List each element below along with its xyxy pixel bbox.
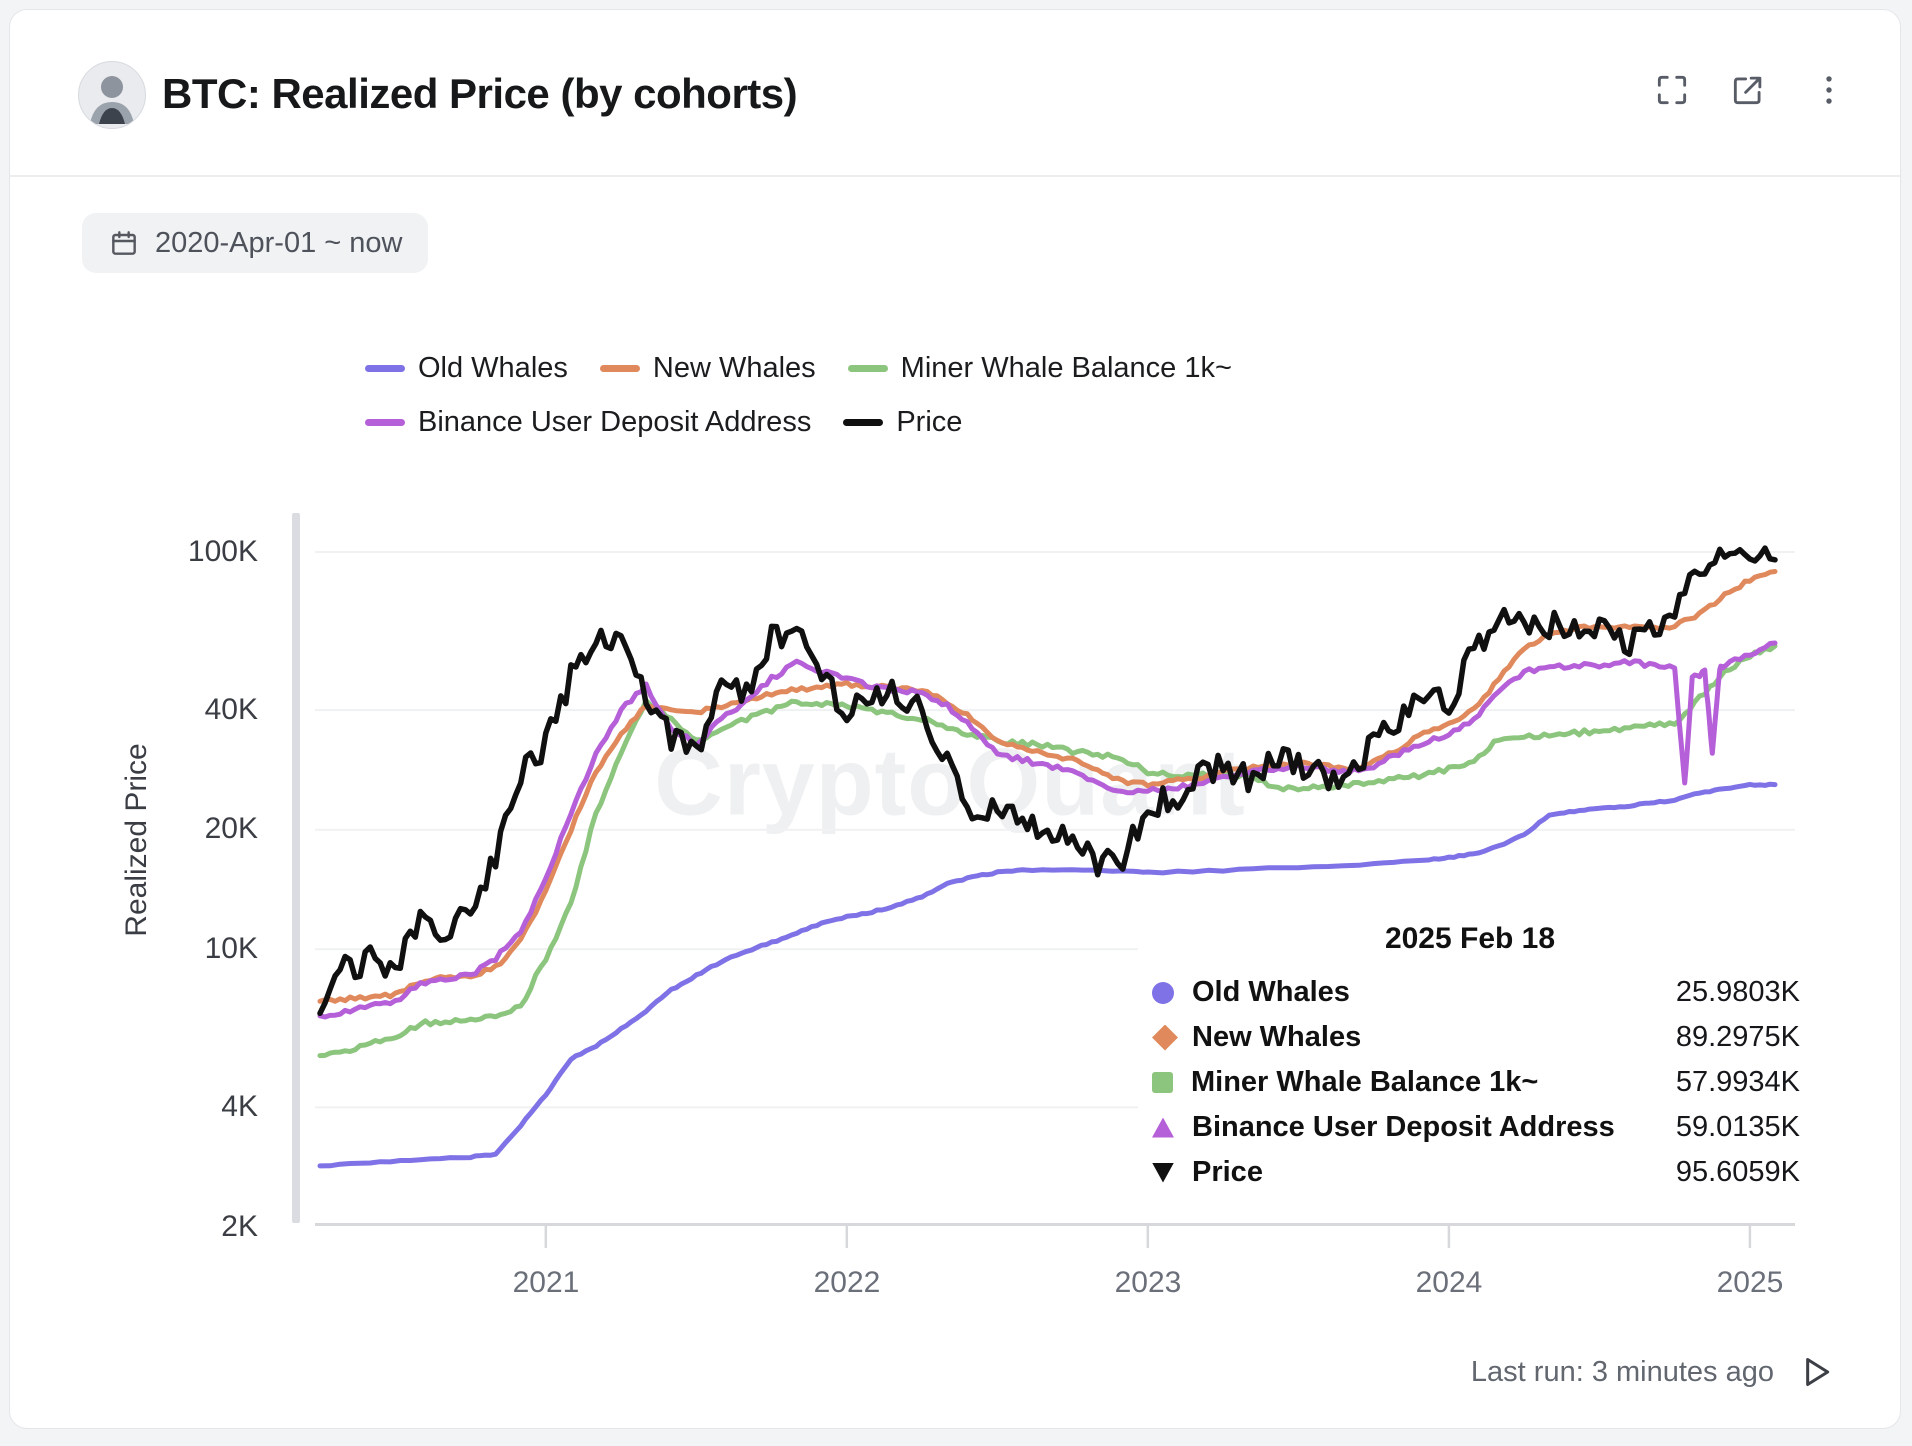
x-tick-2024: 2024 bbox=[1415, 1266, 1483, 1299]
legend-label-price: Price bbox=[896, 406, 963, 438]
last-run-label: Last run: 3 minutes ago bbox=[1470, 1355, 1774, 1388]
y-tick-10k: 10K bbox=[204, 932, 258, 965]
more-menu-icon[interactable] bbox=[1808, 70, 1850, 112]
author-avatar[interactable] bbox=[78, 61, 146, 129]
footer: Last run: 3 minutes ago bbox=[1471, 1352, 1836, 1392]
legend-label-binance-user-deposit: Binance User Deposit Address bbox=[418, 406, 812, 438]
y-tick-40k: 40K bbox=[204, 693, 258, 726]
tooltip-row-price: Price 95.6059K bbox=[1138, 1150, 1802, 1195]
diamond-marker-icon bbox=[1152, 1024, 1178, 1051]
y-tick-20k: 20K bbox=[204, 812, 258, 845]
tooltip-row-old-whales: Old Whales 25.9803K bbox=[1138, 970, 1802, 1015]
tooltip-row-new-whales: New Whales 89.2975K bbox=[1138, 1015, 1802, 1060]
tooltip-row-binance-user-deposit: Binance User Deposit Address 59.0135K bbox=[1138, 1105, 1802, 1150]
series-line-price bbox=[317, 545, 1778, 1017]
tooltip-value: 25.9803K bbox=[1675, 976, 1800, 1008]
legend-item-new-whales[interactable]: New Whales bbox=[599, 352, 816, 385]
calendar-icon bbox=[112, 231, 136, 255]
tooltip-label: New Whales bbox=[1192, 1021, 1362, 1053]
chart-legend-row-1: Old Whales New Whales Miner Whale Balanc… bbox=[365, 352, 1232, 385]
legend-label-new-whales: New Whales bbox=[652, 352, 816, 384]
legend-item-price[interactable]: Price bbox=[843, 406, 962, 439]
tooltip-date: 2025 Feb 18 bbox=[1384, 922, 1556, 955]
tooltip-row-miner-whale-balance: Miner Whale Balance 1k~ 57.9934K bbox=[1138, 1060, 1802, 1105]
page-title: BTC: Realized Price (by cohorts) bbox=[162, 70, 798, 117]
legend-swatch-binance-user-deposit bbox=[365, 419, 405, 426]
run-play-icon[interactable] bbox=[1796, 1352, 1836, 1392]
open-external-icon[interactable] bbox=[1727, 70, 1769, 112]
legend-swatch-price bbox=[843, 419, 884, 426]
tooltip-label: Binance User Deposit Address bbox=[1192, 1111, 1615, 1143]
chart-legend-row-2: Binance User Deposit Address Price bbox=[365, 406, 962, 439]
tooltip-label: Miner Whale Balance 1k~ bbox=[1191, 1066, 1539, 1098]
triangle-down-marker-icon bbox=[1152, 1162, 1174, 1183]
y-axis-bar bbox=[292, 513, 300, 1223]
circle-marker-icon bbox=[1152, 981, 1174, 1004]
y-tick-100k: 100K bbox=[187, 535, 258, 568]
tooltip-value: 95.6059K bbox=[1675, 1156, 1800, 1188]
tooltip-value: 57.9934K bbox=[1675, 1066, 1800, 1098]
x-tick-2021: 2021 bbox=[512, 1266, 580, 1299]
series-line-new-whales bbox=[317, 569, 1778, 1004]
x-tick-2025: 2025 bbox=[1716, 1266, 1784, 1299]
x-tick-2023: 2023 bbox=[1114, 1266, 1182, 1299]
date-range-chip[interactable]: 2020-Apr-01 ~ now bbox=[82, 213, 429, 273]
header-divider bbox=[10, 175, 1902, 177]
legend-label-old-whales: Old Whales bbox=[418, 352, 568, 384]
person-silhouette-icon bbox=[79, 62, 145, 128]
triangle-up-marker-icon bbox=[1152, 1117, 1174, 1138]
fullscreen-icon[interactable] bbox=[1651, 70, 1693, 112]
date-range-label: 2020-Apr-01 ~ now bbox=[155, 226, 403, 259]
legend-label-miner-whale-balance: Miner Whale Balance 1k~ bbox=[900, 352, 1232, 384]
legend-item-miner-whale-balance[interactable]: Miner Whale Balance 1k~ bbox=[847, 352, 1232, 385]
chart-tooltip: 2025 Feb 18 Old Whales 25.9803K New Whal… bbox=[1138, 916, 1802, 1201]
series-line-binance-user-deposit bbox=[317, 640, 1778, 1020]
legend-item-old-whales[interactable]: Old Whales bbox=[365, 352, 568, 385]
legend-swatch-miner-whale-balance bbox=[847, 365, 888, 372]
tooltip-label: Old Whales bbox=[1192, 976, 1350, 1008]
tooltip-value: 59.0135K bbox=[1675, 1111, 1800, 1143]
y-tick-2k: 2K bbox=[221, 1210, 258, 1243]
series-line-miner-whale-balance bbox=[317, 643, 1778, 1059]
legend-item-binance-user-deposit[interactable]: Binance User Deposit Address bbox=[365, 406, 811, 439]
legend-swatch-new-whales bbox=[599, 365, 640, 372]
square-marker-icon bbox=[1152, 1072, 1173, 1093]
tooltip-label: Price bbox=[1192, 1156, 1263, 1188]
y-tick-4k: 4K bbox=[221, 1090, 258, 1123]
legend-swatch-old-whales bbox=[365, 365, 405, 372]
x-tick-2022: 2022 bbox=[813, 1266, 881, 1299]
tooltip-value: 89.2975K bbox=[1675, 1021, 1800, 1053]
series-line-old-whales bbox=[317, 781, 1778, 1169]
